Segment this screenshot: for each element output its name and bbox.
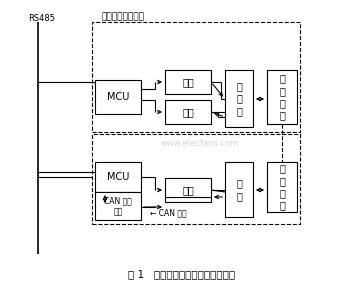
Bar [165,100,211,124]
Text: 图 1   电池组均充管理系统拓扑结构: 图 1 电池组均充管理系统拓扑结构 [129,269,236,279]
Bar [95,80,141,114]
Bar [95,192,141,220]
Text: 分只同时均充管理: 分只同时均充管理 [102,12,145,21]
Bar [165,178,211,202]
Bar [267,162,297,212]
Text: 检测: 检测 [182,107,194,117]
Text: CAN 总线
接口: CAN 总线 接口 [104,196,132,216]
Bar [95,162,141,192]
Text: www.elecfans.com: www.elecfans.com [161,140,239,149]
Text: 主
回
路: 主 回 路 [236,81,242,116]
Bar [92,22,300,132]
Text: 检测: 检测 [182,185,194,195]
Text: 蓄
电
池
组: 蓄 电 池 组 [279,73,285,121]
Bar [267,70,297,124]
Text: 蓄
电
池
组: 蓄 电 池 组 [279,164,285,211]
Text: ← CAN 总线: ← CAN 总线 [150,208,187,218]
Bar [165,70,211,94]
Bar [225,162,253,217]
Bar [225,70,253,127]
Bar [92,134,300,224]
Text: MCU: MCU [107,92,129,102]
Text: 充电: 充电 [182,77,194,87]
Text: 回
路: 回 路 [236,178,242,201]
Text: MCU: MCU [107,172,129,182]
Text: RS485: RS485 [28,14,55,23]
